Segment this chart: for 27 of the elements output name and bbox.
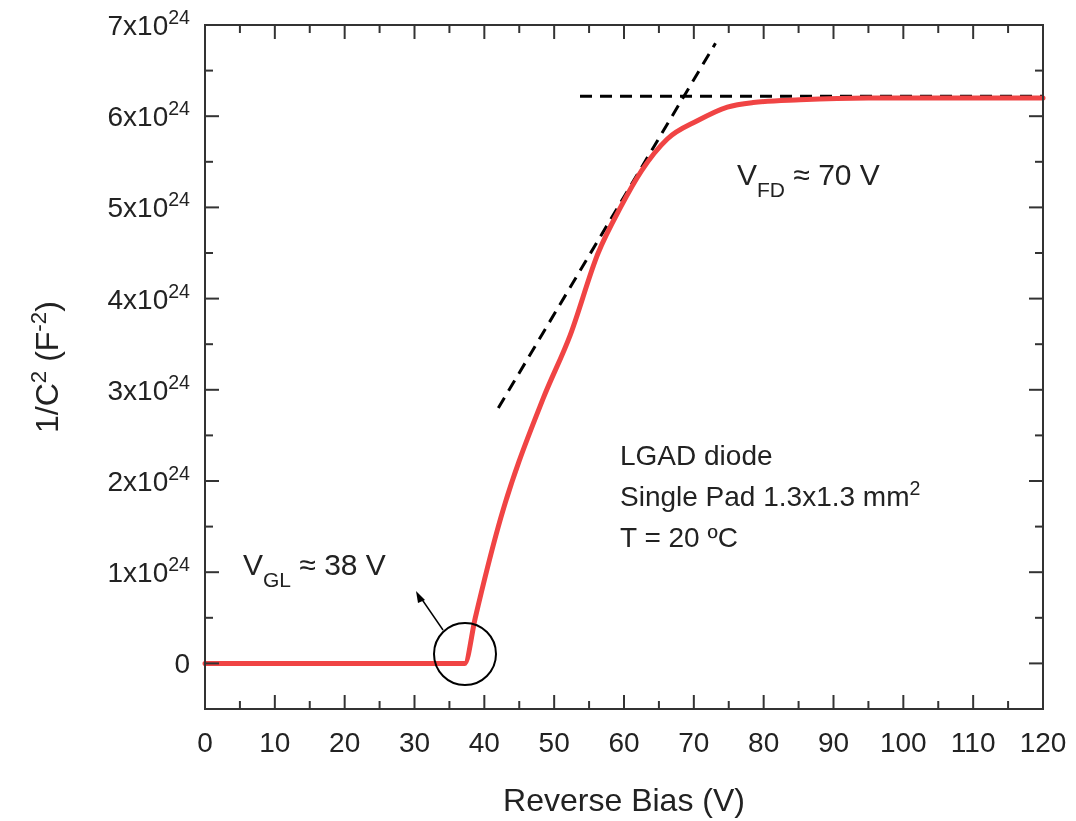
annotation: LGAD diode	[620, 440, 773, 471]
annotation: V$_{FD}$ ≈ 70 V	[737, 158, 880, 201]
x-tick-label: 30	[398, 727, 431, 758]
x-tick-label: 60	[608, 727, 640, 758]
y-tick-label: 2x10$^{24}$	[107, 462, 191, 497]
y-tick-label: 4x10$^{24}$	[107, 279, 191, 315]
x-tick-label: 100	[879, 727, 927, 758]
x-tick-label: 80	[748, 727, 780, 758]
y-tick-label: 5x10$^{24}$	[107, 188, 191, 224]
x-tick-label: 120	[1019, 727, 1067, 758]
y-tick-label: 7x10$^{24}$	[107, 6, 191, 41]
y-tick-label: 3x10$^{24}$	[107, 370, 191, 406]
x-tick-label: 70	[678, 727, 710, 758]
x-tick-label: 20	[329, 727, 361, 758]
x-tick-label: 110	[950, 727, 996, 758]
annotation: T = 20 ºC	[620, 522, 738, 553]
x-tick-label: 0	[197, 727, 213, 758]
y-tick-label: 6x10$^{24}$	[107, 97, 191, 133]
y-tick-label: 1x10$^{24}$	[107, 553, 191, 589]
x-tick-label: 50	[538, 727, 570, 758]
x-tick-label: 90	[817, 727, 850, 758]
annotation: Single Pad 1.3x1.3 mm$^{2}$	[620, 477, 921, 512]
x-tick-label: 40	[468, 727, 500, 758]
annotation: V$_{GL}$ ≈ 38 V	[243, 548, 386, 591]
x-axis-title: Reverse Bias (V)	[503, 782, 745, 818]
y-tick-label: 0	[174, 648, 190, 680]
x-tick-label: 10	[259, 727, 291, 758]
